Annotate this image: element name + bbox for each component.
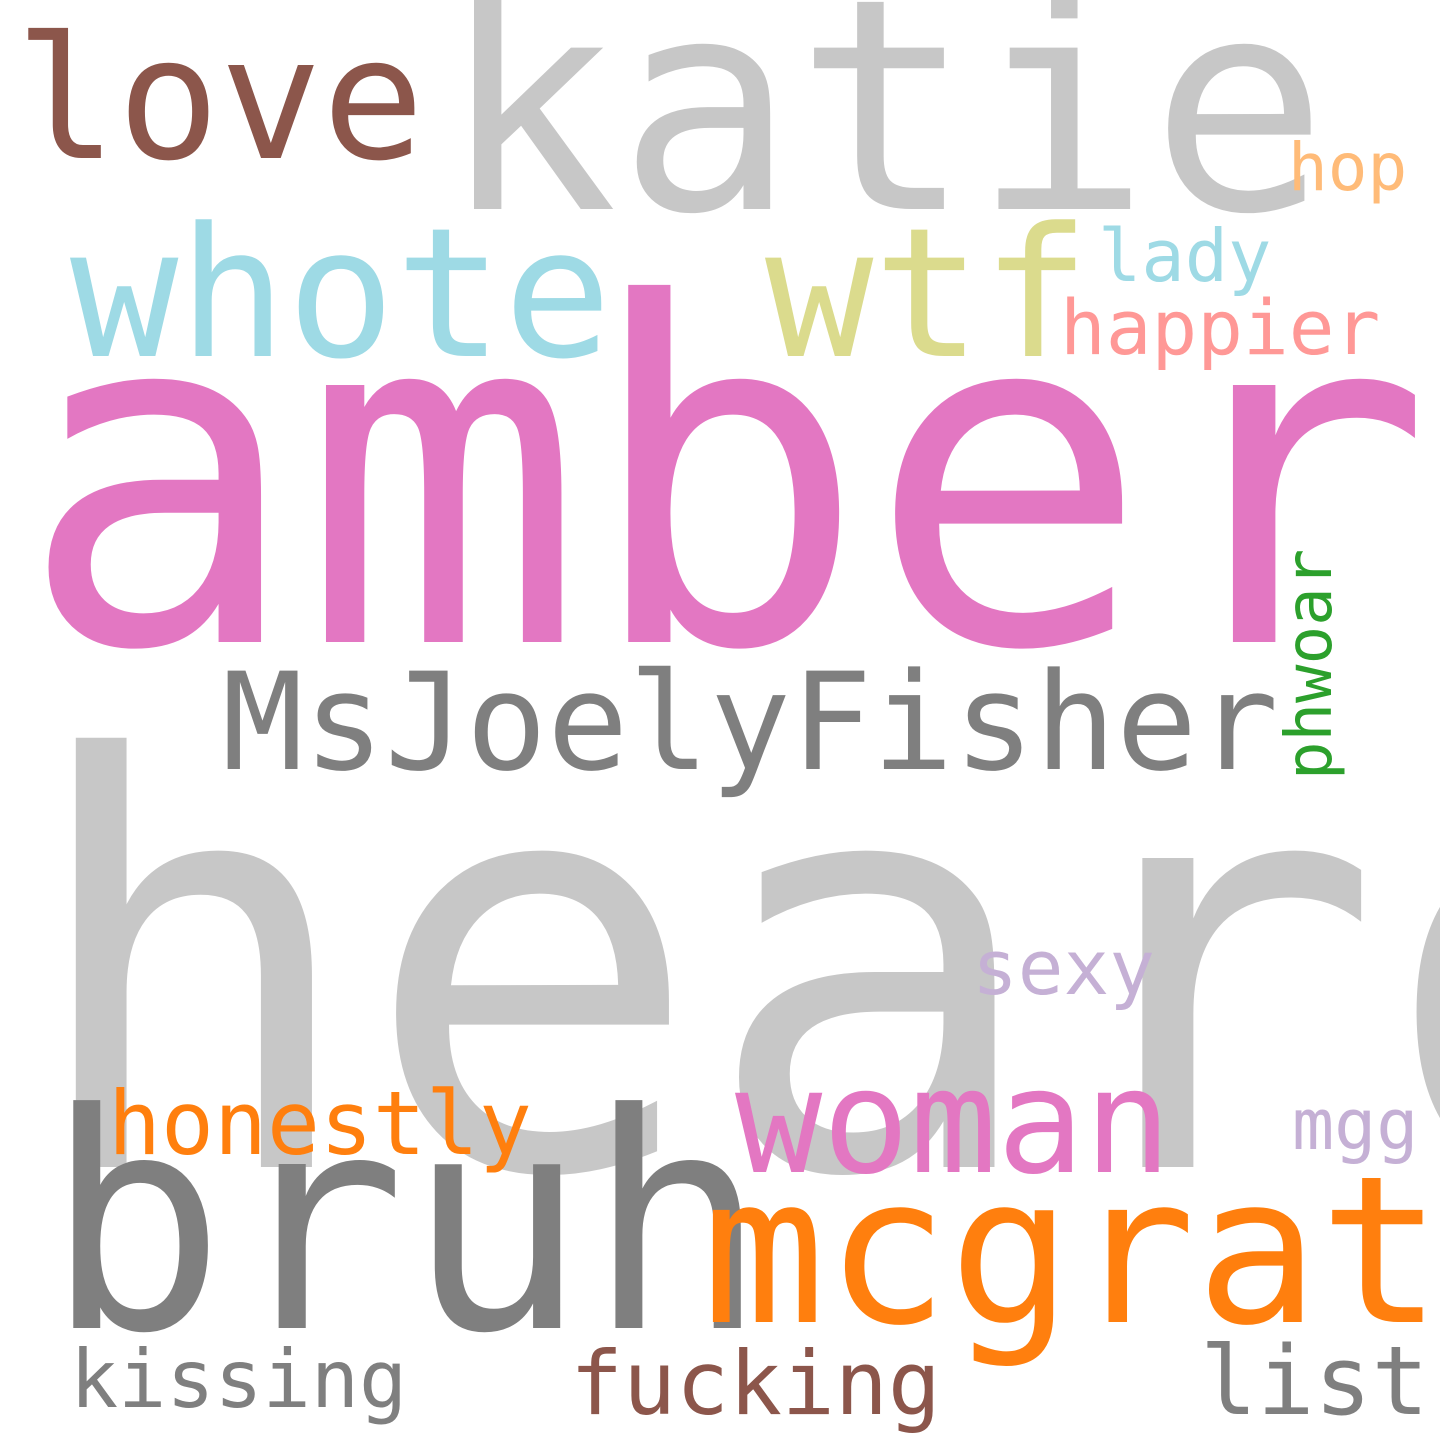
- word-hop: hop: [1288, 129, 1408, 206]
- word-whote: whote: [70, 190, 612, 399]
- word-wtf: wtf: [765, 190, 1091, 399]
- word-happier: happier: [1060, 283, 1381, 372]
- word-lady: lady: [1098, 214, 1272, 298]
- word-fucking: fucking: [570, 1332, 941, 1435]
- word-kissing: kissing: [70, 1333, 408, 1426]
- word-phwoar: phwoar: [1273, 548, 1347, 780]
- word-love: love: [15, 1, 425, 199]
- word-amber: amber: [18, 206, 1433, 753]
- word-woman: woman: [735, 1038, 1172, 1207]
- word-bruh: bruh: [45, 1050, 768, 1399]
- word-honestly: honestly: [108, 1072, 532, 1175]
- word-msjoelyfisher: MsJoelyFisher: [222, 644, 1279, 801]
- word-sexy: sexy: [972, 923, 1156, 1012]
- word-mgg: mgg: [1292, 1084, 1419, 1166]
- word-katie: katie: [440, 0, 1329, 279]
- word-mcgrath: mcgrath: [702, 1133, 1440, 1371]
- word-list: list: [1200, 1327, 1429, 1437]
- word-heard: heard: [22, 644, 1440, 1301]
